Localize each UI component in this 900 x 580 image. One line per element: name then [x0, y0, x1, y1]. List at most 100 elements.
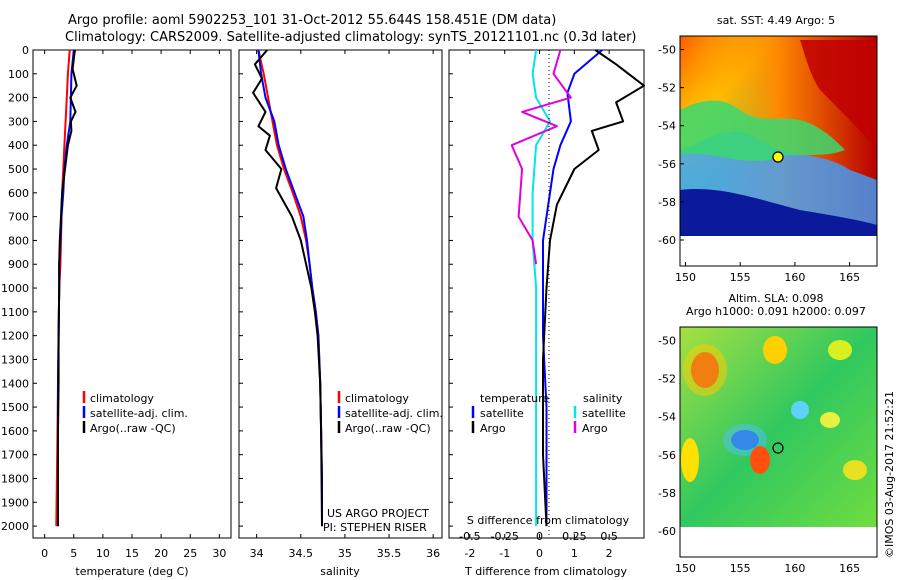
sst-map-ytick-label: -60 — [658, 234, 676, 247]
sst-map-title: sat. SST: 4.49 Argo: 5 — [717, 14, 835, 27]
temperature-xtick-label: 10 — [96, 547, 110, 560]
temperature-ytick-label: 1100 — [1, 306, 29, 319]
sla-map-title: Altim. SLA: 0.098 — [728, 292, 823, 305]
sla-map-xtick-label: 165 — [839, 562, 860, 575]
temperature-panel-frame — [32, 49, 232, 539]
temperature-ytick-label: 600 — [8, 187, 29, 200]
sst-map-ytick-label: -54 — [658, 120, 676, 133]
sla-map-ytick-label: -52 — [658, 373, 676, 386]
difference-xtick2-label: 0.25 — [562, 530, 587, 543]
data-series — [55, 49, 645, 527]
sst-map-frame — [679, 35, 878, 267]
axis-ticks: 0 5 10 15 20 25 300100200300400500600700800900… — [1, 44, 618, 560]
sst-map-xtick-label: 165 — [839, 271, 860, 284]
difference-xlabel-s: S difference from climatology — [467, 514, 630, 527]
difference-legend-t-satellite: satellite — [480, 407, 524, 420]
temperature-legend-argo: Argo(..raw -QC) — [90, 422, 176, 435]
figure-title-line2: Climatology: CARS2009. Satellite-adjuste… — [65, 30, 637, 45]
sst-map-image — [680, 36, 877, 266]
sla-map-xtick-label: 160 — [784, 562, 805, 575]
temperature-ytick-label: 1600 — [1, 425, 29, 438]
temperature-ytick-label: 1300 — [1, 353, 29, 366]
temperature-ytick-label: 700 — [8, 211, 29, 224]
difference-panel-frame — [448, 49, 645, 539]
temperature-ytick-label: 1500 — [1, 401, 29, 414]
sst-map-ytick-label: -56 — [658, 158, 676, 171]
temperature-ytick-label: 2000 — [1, 520, 29, 533]
temperature-xtick-label: 30 — [212, 547, 226, 560]
salinity-xtick-label: 34.5 — [289, 547, 314, 560]
temperature-xtick-label: 15 — [125, 547, 139, 560]
temperature-xtick-label: 25 — [183, 547, 197, 560]
temperature-ytick-label: 1200 — [1, 330, 29, 343]
difference-legend: temperature satellite Argo salinity sate… — [471, 392, 626, 435]
temperature-legend-climatology: climatology — [90, 392, 154, 405]
salinity-xtick-label: 36 — [426, 547, 440, 560]
sla-map-ytick-label: -58 — [658, 487, 676, 500]
temperature-ytick-label: 1000 — [1, 282, 29, 295]
map-axes: 150 155 160 165 -50 -52 -54 -56 -58 -60 150 155 160 1… — [658, 44, 860, 575]
temperature-ytick-label: 200 — [8, 92, 29, 105]
difference-xtick-label: -2 — [464, 547, 475, 560]
salinity-legend-argo: Argo(..raw -QC) — [345, 422, 431, 435]
temperature-ytick-label: 900 — [8, 258, 29, 271]
temperature-ytick-label: 1800 — [1, 472, 29, 485]
salinity-legend-climatology: climatology — [345, 392, 409, 405]
sla-map-xtick-label: 150 — [675, 562, 696, 575]
difference-series-temperature-argo — [542, 49, 645, 527]
temperature-legend-satellite: satellite-adj. clim. — [90, 407, 188, 420]
salinity-annotation-pi: PI: STEPHEN RISER — [323, 521, 427, 534]
salinity-xtick-label: 35 — [338, 547, 352, 560]
temperature-xtick-label: 0 — [41, 547, 48, 560]
salinity-series-satellite-adj-clim — [257, 49, 323, 527]
temperature-series-argo-raw-qc — [57, 49, 78, 527]
difference-legend-s-argo: Argo — [582, 422, 608, 435]
temperature-ytick-label: 1700 — [1, 449, 29, 462]
temperature-ytick-label: 400 — [8, 139, 29, 152]
sla-map-frame — [679, 326, 878, 558]
difference-xtick2-label: 0 — [536, 530, 543, 543]
sla-map-image — [680, 327, 877, 557]
temperature-xlabel: temperature (deg C) — [75, 565, 188, 578]
temperature-ytick-label: 0 — [22, 44, 29, 57]
difference-xtick-label: 2 — [606, 547, 613, 560]
sst-map-xtick-label: 150 — [675, 271, 696, 284]
temperature-legend: climatology satellite-adj. clim. Argo(..… — [82, 391, 188, 435]
difference-xtick-label: 0 — [536, 547, 543, 560]
sst-map-ytick-label: -50 — [658, 44, 676, 57]
sst-map-ytick-label: -52 — [658, 82, 676, 95]
difference-legend-t-argo: Argo — [480, 422, 506, 435]
sla-map-ytick-label: -54 — [658, 411, 676, 424]
salinity-xlabel: salinity — [320, 565, 360, 578]
temperature-ytick-label: 800 — [8, 234, 29, 247]
salinity-annotation-project: US ARGO PROJECT — [327, 507, 429, 520]
sst-map-xtick-label: 155 — [730, 271, 751, 284]
sla-map-ytick-label: -56 — [658, 449, 676, 462]
difference-legend-salinity-title: salinity — [583, 392, 623, 405]
difference-series-salinity-satellite — [531, 49, 551, 527]
sst-map-ytick-label: -58 — [658, 196, 676, 209]
salinity-series-argo-raw-qc — [252, 49, 323, 527]
difference-xtick2-label: 0.5 — [600, 530, 618, 543]
sst-map-xtick-label: 160 — [784, 271, 805, 284]
sst-argo-position-marker — [772, 151, 784, 163]
difference-xtick-label: -1 — [499, 547, 510, 560]
salinity-legend-satellite: satellite-adj. clim. — [345, 407, 443, 420]
temperature-ytick-label: 100 — [8, 68, 29, 81]
salinity-panel-frame — [238, 49, 443, 539]
difference-series-salinity-argo — [510, 49, 572, 265]
salinity-xtick-label: 35.5 — [377, 547, 402, 560]
difference-xtick-label: 1 — [571, 547, 578, 560]
sla-argo-position-marker — [772, 442, 784, 454]
salinity-legend: climatology satellite-adj. clim. Argo(..… — [337, 391, 443, 435]
imos-timestamp: ©IMOS 03-Aug-2017 21:52:21 — [883, 391, 896, 558]
difference-xtick2-label: -0.25 — [490, 530, 518, 543]
sla-map-subtitle: Argo h1000: 0.091 h2000: 0.097 — [686, 305, 866, 318]
difference-xlabel-t: T difference from climatology — [464, 565, 627, 578]
sla-map-ytick-label: -60 — [658, 525, 676, 538]
temperature-xtick-label: 5 — [70, 547, 77, 560]
sla-map-xtick-label: 155 — [730, 562, 751, 575]
salinity-xtick-label: 34 — [250, 547, 264, 560]
difference-series-temperature-satellite — [542, 49, 603, 527]
